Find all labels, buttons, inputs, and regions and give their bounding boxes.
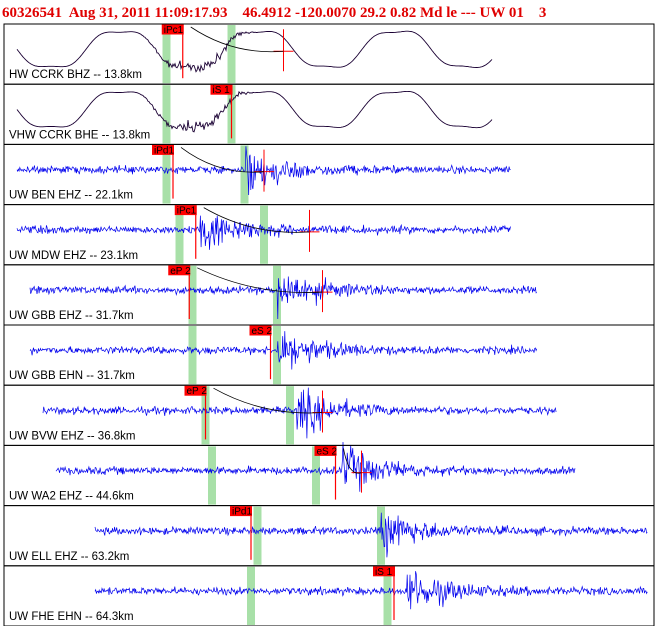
event-trailing: 3 — [538, 5, 547, 21]
pick-label-4: eP 2 — [170, 266, 191, 277]
event-location: 46.4912 -120.0070 29.2 0.82 Md le --- UW… — [242, 5, 524, 21]
pick-box-3 — [174, 205, 197, 216]
pick-box-0 — [161, 24, 184, 35]
theoretical-window-3-0 — [175, 205, 184, 264]
theoretical-window-0-0 — [162, 25, 171, 84]
theoretical-window-8-1 — [377, 506, 385, 565]
theoretical-window-5-1 — [273, 326, 281, 385]
pick-label-5: eS 2 — [252, 326, 273, 337]
theoretical-window-7-1 — [312, 446, 320, 505]
coda-curve-3 — [203, 207, 310, 233]
coda-curve-7 — [343, 448, 362, 474]
event-id: 60326541 — [2, 5, 62, 21]
trace-label-3: UW MDW EHZ -- 23.1km — [9, 250, 138, 262]
pick-box-1 — [210, 84, 233, 95]
pick-box-7 — [314, 445, 337, 456]
coda-curve-4 — [197, 267, 323, 293]
trace-label-8: UW ELL EHZ -- 63.2km — [9, 551, 129, 563]
theoretical-window-9-0 — [247, 566, 255, 625]
pick-box-9 — [373, 566, 395, 577]
pick-box-5 — [249, 325, 272, 336]
waveform-trace-6 — [42, 387, 557, 439]
trace-label-7: UW WA2 EHZ -- 44.6km — [9, 491, 134, 503]
pick-label-2: iPd1 — [154, 145, 174, 156]
theoretical-window-6-1 — [286, 386, 294, 445]
event-header: 60326541 Aug 31, 2011 11:09:17.93 46.491… — [2, 3, 546, 23]
theoretical-window-2-0 — [162, 145, 171, 204]
coda-curve-6 — [213, 387, 323, 414]
pick-box-4 — [168, 265, 191, 276]
trace-label-0: HW CCRK BHZ -- 13.8km — [9, 69, 142, 81]
theoretical-window-1-0 — [162, 85, 171, 144]
waveform-trace-3 — [16, 215, 511, 250]
theoretical-window-0-1 — [227, 25, 236, 84]
trace-label-4: UW GBB EHZ -- 31.7km — [9, 310, 134, 322]
waveform-trace-1 — [16, 90, 493, 133]
theoretical-window-7-0 — [208, 446, 216, 505]
theoretical-window-4-0 — [188, 265, 197, 324]
event-datetime: Aug 31, 2011 11:09:17.93 — [68, 5, 228, 21]
trace-label-2: UW BEN EHZ -- 22.1km — [9, 190, 133, 202]
pick-box-6 — [184, 385, 207, 396]
theoretical-window-5-0 — [188, 326, 197, 385]
pick-label-6: eP 2 — [187, 386, 208, 397]
theoretical-window-8-0 — [253, 506, 262, 565]
trace-label-6: UW BVW EHZ -- 36.8km — [9, 430, 136, 442]
pick-label-7: eS 2 — [317, 446, 338, 457]
pick-label-9: iS 1 — [375, 567, 393, 578]
theoretical-window-9-1 — [383, 566, 392, 625]
pick-label-8: iPd1 — [232, 507, 252, 518]
theoretical-window-2-1 — [240, 145, 249, 204]
waveform-trace-4 — [29, 276, 537, 320]
waveform-trace-7 — [55, 441, 576, 492]
waveform-trace-8 — [94, 512, 648, 558]
waveform-trace-9 — [94, 571, 648, 610]
pick-box-2 — [152, 144, 174, 155]
trace-label-5: UW GBB EHN -- 31.7km — [9, 370, 135, 382]
pick-label-1: iS 1 — [213, 85, 231, 96]
pick-label-0: iPc1 — [164, 25, 184, 36]
waveform-trace-5 — [29, 331, 538, 370]
coda-curve-2 — [180, 147, 265, 173]
trace-label-1: VHW CCRK BHE -- 13.8km — [9, 129, 150, 141]
waveform-trace-0 — [16, 30, 493, 73]
theoretical-window-3-1 — [260, 205, 268, 264]
pick-box-8 — [230, 506, 252, 517]
seismogram-panel: iPc1 HW CCRK BHZ -- 13.8km iS 1 VHW CCRK BH… — [3, 23, 655, 626]
trace-label-9: UW FHE EHN -- 64.3km — [9, 611, 134, 623]
pick-label-3: iPc1 — [177, 206, 197, 217]
coda-curve-0 — [190, 26, 284, 53]
